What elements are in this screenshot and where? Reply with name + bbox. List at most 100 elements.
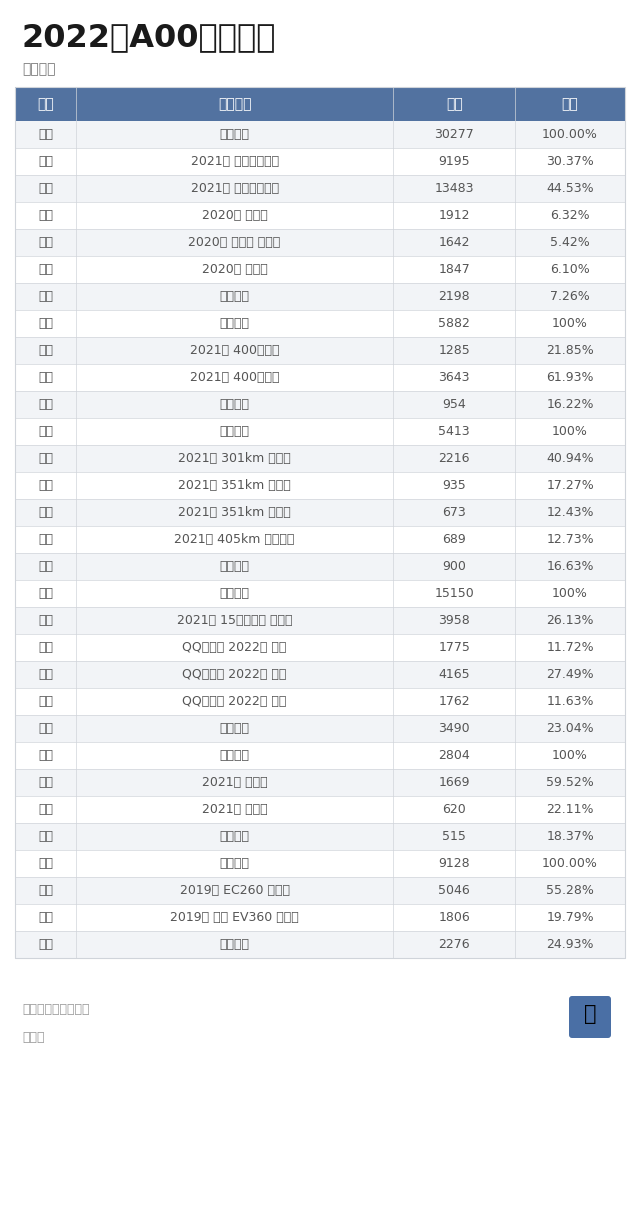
Text: 2216: 2216: [438, 452, 470, 465]
Text: 2019款 改款 EV360 标准型: 2019款 改款 EV360 标准型: [170, 910, 299, 924]
Text: 其他车型: 其他车型: [220, 721, 250, 735]
Text: 奇瑞: 奇瑞: [38, 640, 53, 654]
Text: 奇瑞: 奇瑞: [38, 587, 53, 600]
Text: 900: 900: [442, 560, 466, 573]
Text: 奇瑞: 奇瑞: [38, 667, 53, 681]
Text: 5046: 5046: [438, 883, 470, 897]
Bar: [15, 121, 625, 148]
Text: 长安: 长安: [38, 937, 53, 951]
Text: 515: 515: [442, 829, 466, 843]
Text: 19.79%: 19.79%: [547, 910, 594, 924]
Bar: [15, 256, 625, 283]
Text: 59.52%: 59.52%: [546, 775, 594, 789]
Bar: [15, 202, 625, 229]
Text: 2021款 马卡龙时尚款: 2021款 马卡龙时尚款: [191, 155, 278, 168]
Text: 江淮: 江淮: [38, 775, 53, 789]
Text: 12.73%: 12.73%: [547, 533, 594, 546]
Text: 所有车型: 所有车型: [220, 425, 250, 438]
Text: 1847: 1847: [438, 263, 470, 276]
Bar: [15, 229, 625, 256]
Text: 11.63%: 11.63%: [547, 694, 594, 708]
Text: 其他车型: 其他车型: [220, 560, 250, 573]
Text: 1285: 1285: [438, 344, 470, 357]
Text: 基本车型: 基本车型: [220, 937, 250, 951]
Text: 零跑: 零跑: [38, 371, 53, 384]
Text: 9128: 9128: [438, 856, 470, 870]
Text: 1762: 1762: [438, 694, 470, 708]
Text: 所有车型: 所有车型: [220, 856, 250, 870]
Bar: [15, 337, 625, 364]
Text: 1912: 1912: [438, 209, 470, 222]
Text: 3490: 3490: [438, 721, 470, 735]
Text: 44.53%: 44.53%: [547, 182, 594, 195]
Text: 单位：台: 单位：台: [22, 63, 56, 76]
Text: 18.37%: 18.37%: [546, 829, 594, 843]
Text: 1642: 1642: [438, 236, 470, 249]
Text: 1806: 1806: [438, 910, 470, 924]
Text: 16.22%: 16.22%: [547, 398, 594, 411]
Bar: [15, 526, 625, 553]
Text: 朱玉龙: 朱玉龙: [22, 1031, 45, 1044]
Text: 5.42%: 5.42%: [550, 236, 590, 249]
Text: 2022年A00级别车企: 2022年A00级别车企: [22, 22, 276, 53]
Text: 22.11%: 22.11%: [547, 802, 594, 816]
Text: 欧拉: 欧拉: [38, 425, 53, 438]
Text: 所有车型: 所有车型: [220, 128, 250, 141]
Text: QQ冰淇淋 2022款 布丁: QQ冰淇淋 2022款 布丁: [182, 640, 287, 654]
Bar: [15, 175, 625, 202]
Bar: [15, 472, 625, 499]
Text: 2019款 EC260 标准型: 2019款 EC260 标准型: [180, 883, 290, 897]
Text: QQ冰淇淋 2022款 甜筒: QQ冰淇淋 2022款 甜筒: [182, 694, 287, 708]
Text: 🚗: 🚗: [584, 1004, 596, 1025]
Bar: [15, 769, 625, 796]
Text: 21.85%: 21.85%: [546, 344, 594, 357]
Text: 江淮: 江淮: [38, 802, 53, 816]
Bar: [15, 634, 625, 661]
Text: 零跑: 零跑: [38, 317, 53, 330]
Text: 五菱: 五菱: [38, 182, 53, 195]
Text: 占比: 占比: [562, 97, 579, 110]
Bar: [15, 391, 625, 418]
Text: 数量: 数量: [446, 97, 463, 110]
Text: 数据来源：零售数据: 数据来源：零售数据: [22, 1002, 90, 1016]
Bar: [15, 904, 625, 931]
Text: 5882: 5882: [438, 317, 470, 330]
Text: 2021款 400豪华版: 2021款 400豪华版: [190, 344, 279, 357]
Text: 55.28%: 55.28%: [546, 883, 594, 897]
Text: 689: 689: [442, 533, 466, 546]
Text: 所有车型: 所有车型: [220, 748, 250, 762]
Bar: [15, 796, 625, 823]
Bar: [15, 364, 625, 391]
Bar: [15, 310, 625, 337]
Text: 2021款 经典型: 2021款 经典型: [202, 802, 268, 816]
Text: 2021款 351km 标准型: 2021款 351km 标准型: [178, 479, 291, 492]
Text: 26.13%: 26.13%: [547, 614, 594, 627]
Text: 五菱: 五菱: [38, 236, 53, 249]
Bar: [15, 715, 625, 742]
Text: 五菱: 五菱: [38, 128, 53, 141]
Bar: [15, 553, 625, 580]
Text: 100%: 100%: [552, 587, 588, 600]
Text: 欧拉: 欧拉: [38, 506, 53, 519]
Text: 所有车型: 所有车型: [220, 587, 250, 600]
Bar: [15, 499, 625, 526]
Bar: [15, 148, 625, 175]
Text: 欧拉: 欧拉: [38, 533, 53, 546]
Bar: [15, 688, 625, 715]
Text: 欧拉: 欧拉: [38, 560, 53, 573]
Text: 61.93%: 61.93%: [547, 371, 594, 384]
Text: 12.43%: 12.43%: [547, 506, 594, 519]
Bar: [15, 607, 625, 634]
Text: 其他车型: 其他车型: [220, 398, 250, 411]
Text: 零跑: 零跑: [38, 344, 53, 357]
Text: 5413: 5413: [438, 425, 470, 438]
Text: 2020款 悦享款: 2020款 悦享款: [202, 263, 268, 276]
Bar: [15, 445, 625, 472]
Text: 欧拉: 欧拉: [38, 452, 53, 465]
Text: 江淮: 江淮: [38, 829, 53, 843]
Text: 100%: 100%: [552, 425, 588, 438]
Bar: [15, 931, 625, 958]
Text: 2021款 基本型: 2021款 基本型: [202, 775, 268, 789]
Text: 23.04%: 23.04%: [547, 721, 594, 735]
Text: 零跑: 零跑: [38, 398, 53, 411]
